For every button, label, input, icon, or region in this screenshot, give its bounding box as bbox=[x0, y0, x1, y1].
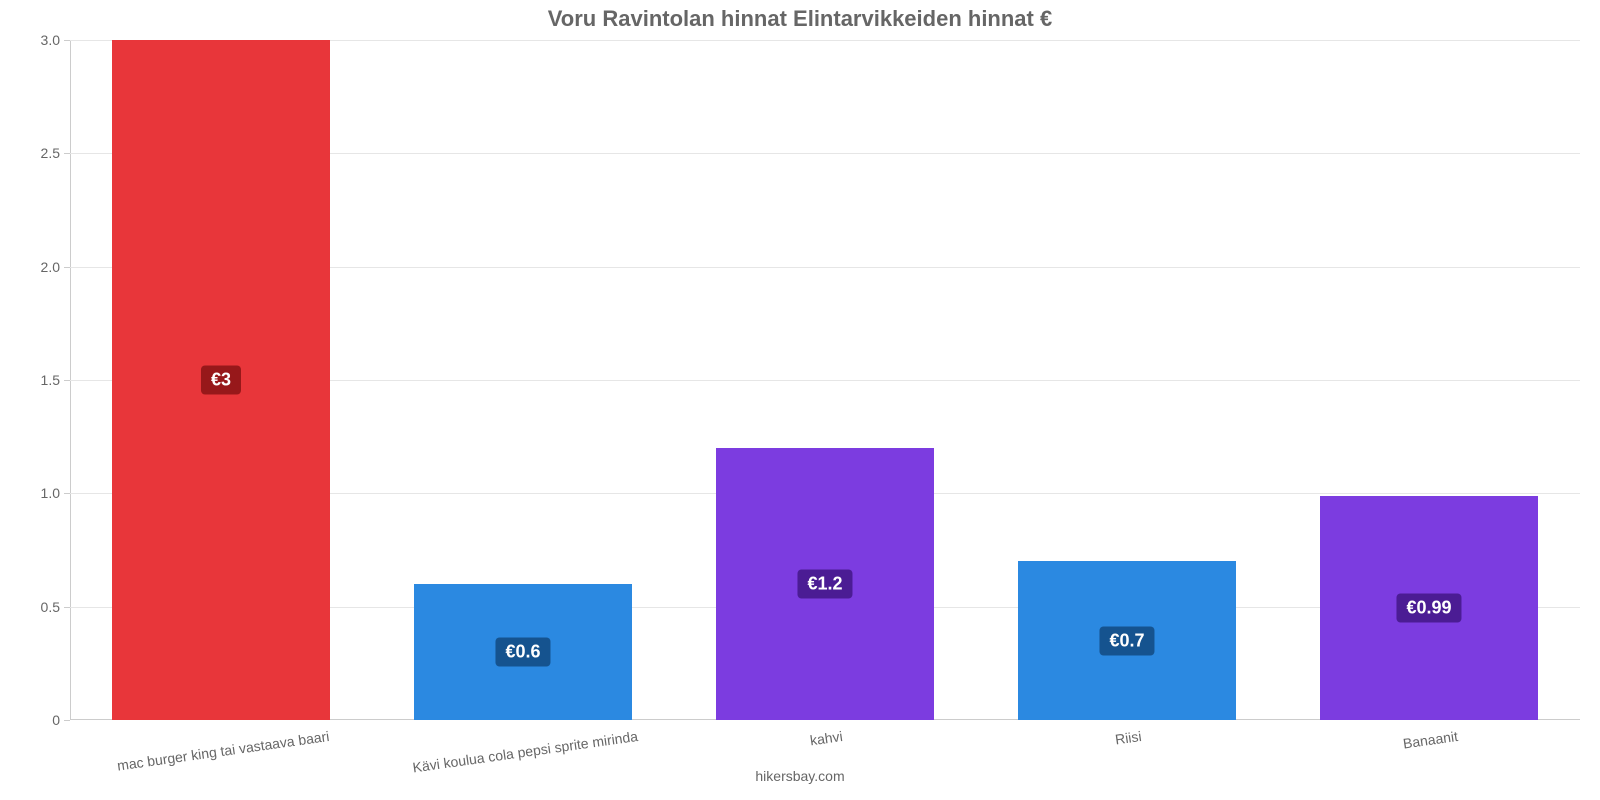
bar: €0.99 bbox=[1320, 496, 1537, 720]
bar: €1.2 bbox=[716, 448, 933, 720]
bar-value-label: €3 bbox=[201, 366, 241, 395]
chart-title: Voru Ravintolan hinnat Elintarvikkeiden … bbox=[0, 6, 1600, 32]
ytick-label: 2.0 bbox=[41, 259, 70, 275]
bar-value-label: €0.99 bbox=[1396, 593, 1461, 622]
bar-value-label: €1.2 bbox=[797, 570, 852, 599]
bar: €3 bbox=[112, 40, 329, 720]
bar-value-label: €0.6 bbox=[495, 638, 550, 667]
ytick-label: 0.5 bbox=[41, 599, 70, 615]
ytick-label: 2.5 bbox=[41, 145, 70, 161]
xtick-label: Riisi bbox=[1114, 728, 1142, 748]
bar-value-label: €0.7 bbox=[1099, 626, 1154, 655]
bar: €0.7 bbox=[1018, 561, 1235, 720]
ytick-label: 3.0 bbox=[41, 32, 70, 48]
ytick-label: 0 bbox=[52, 712, 70, 728]
xtick-label: kahvi bbox=[809, 728, 844, 748]
bar: €0.6 bbox=[414, 584, 631, 720]
ytick-label: 1.5 bbox=[41, 372, 70, 388]
plot-area: 00.51.01.52.02.53.0€3mac burger king tai… bbox=[70, 40, 1580, 720]
xtick-label: Banaanit bbox=[1402, 728, 1459, 752]
xtick-label: mac burger king tai vastaava baari bbox=[116, 728, 330, 774]
credit-text: hikersbay.com bbox=[0, 768, 1600, 784]
ytick-label: 1.0 bbox=[41, 485, 70, 501]
